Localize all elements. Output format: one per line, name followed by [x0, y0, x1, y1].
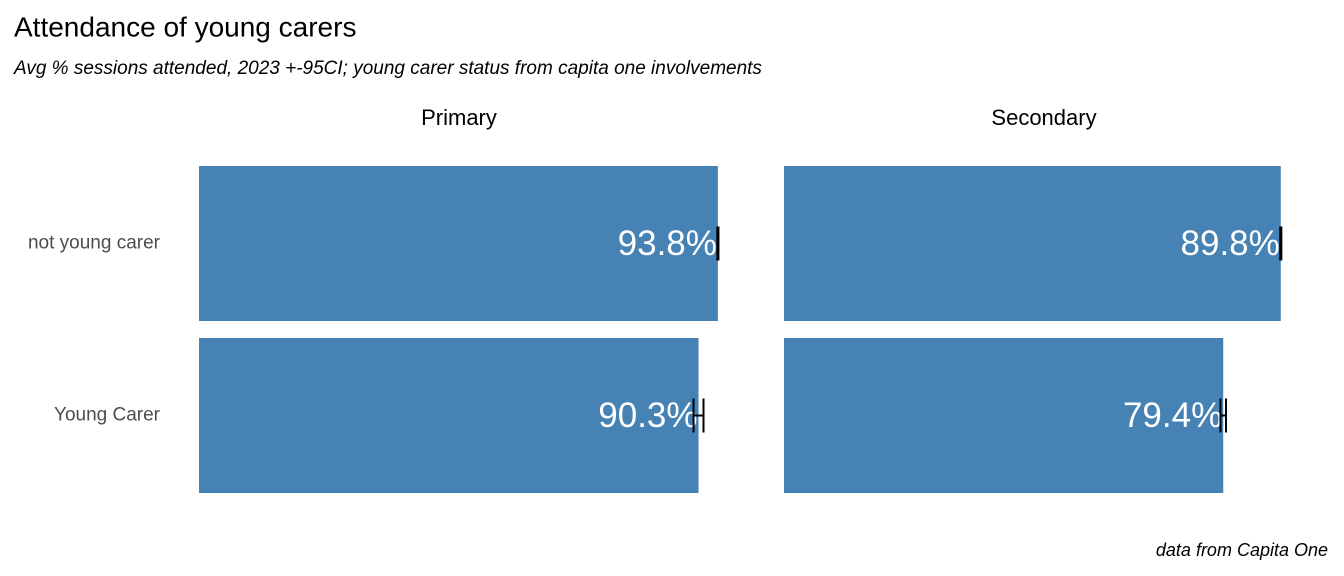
facet-label: Secondary [991, 105, 1096, 130]
error-bar [716, 226, 720, 261]
y-tick-label: Young Carer [54, 405, 161, 426]
bar [784, 166, 1281, 321]
bar [199, 166, 718, 321]
value-label: 89.8% [1181, 224, 1280, 263]
chart-title: Attendance of young carers [14, 11, 356, 42]
chart-caption: data from Capita One [1156, 540, 1328, 560]
chart-subtitle: Avg % sessions attended, 2023 +-95CI; yo… [13, 58, 762, 79]
value-label: 90.3% [598, 396, 697, 435]
y-tick-label: not young carer [28, 233, 161, 254]
bar [199, 338, 699, 493]
facet-label: Primary [421, 105, 497, 130]
bar [784, 338, 1224, 493]
error-bar [692, 398, 705, 433]
value-label: 93.8% [618, 224, 717, 263]
error-bar [1219, 398, 1227, 433]
value-label: 79.4% [1123, 396, 1222, 435]
error-bar [1279, 226, 1283, 261]
